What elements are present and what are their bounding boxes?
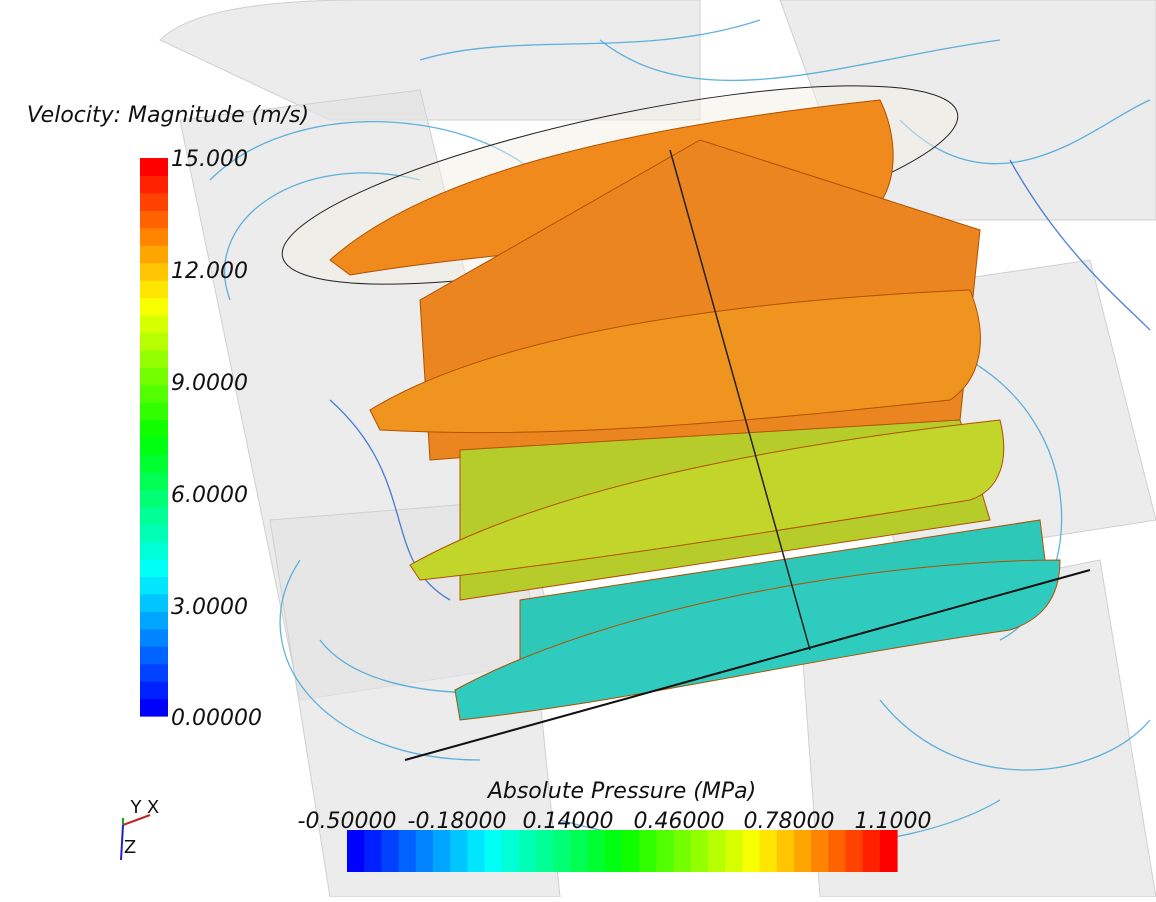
streamlines bbox=[209, 19, 1151, 849]
color-band bbox=[862, 830, 881, 872]
color-band bbox=[811, 830, 829, 872]
color-band bbox=[140, 175, 168, 194]
color-band bbox=[347, 830, 365, 872]
color-band bbox=[140, 611, 168, 630]
x-axis-arrow bbox=[122, 814, 151, 826]
color-band bbox=[879, 830, 898, 872]
color-band bbox=[364, 830, 382, 872]
color-band bbox=[622, 830, 640, 872]
pressure-tick-label: -0.50000 bbox=[298, 809, 397, 834]
color-band bbox=[140, 541, 168, 560]
base-line bbox=[404, 569, 1091, 761]
color-band bbox=[140, 314, 168, 333]
pressure-tick-label: 0.46000 bbox=[634, 809, 725, 834]
pressure-tick-label: 1.1000 bbox=[855, 809, 932, 834]
axis-label: Z bbox=[124, 837, 136, 858]
color-band bbox=[381, 830, 400, 872]
color-band bbox=[140, 524, 168, 543]
pressure-tick-label: 0.14000 bbox=[523, 809, 614, 834]
velocity-tick-label: 9.0000 bbox=[171, 371, 248, 396]
color-band bbox=[140, 419, 168, 438]
color-band bbox=[140, 437, 168, 456]
velocity-tick-label: 3.0000 bbox=[171, 595, 248, 620]
velocity-tick-label: 6.0000 bbox=[171, 483, 248, 508]
pressure-colorbar bbox=[347, 830, 898, 872]
velocity-tick-label: 0.00000 bbox=[171, 706, 262, 731]
color-band bbox=[140, 506, 168, 525]
color-band bbox=[140, 489, 168, 508]
color-band bbox=[501, 830, 520, 872]
color-band bbox=[140, 245, 168, 264]
color-band bbox=[140, 192, 168, 211]
color-band bbox=[140, 698, 168, 717]
color-band bbox=[140, 471, 168, 490]
color-band bbox=[140, 262, 168, 281]
color-band bbox=[140, 454, 168, 473]
color-band bbox=[742, 830, 761, 872]
color-band bbox=[140, 332, 168, 351]
color-band bbox=[140, 158, 168, 177]
color-band bbox=[536, 830, 554, 872]
color-band bbox=[553, 830, 572, 872]
pressure-tick-label: 0.78000 bbox=[744, 809, 835, 834]
color-band bbox=[828, 830, 847, 872]
color-band bbox=[570, 830, 589, 872]
color-band bbox=[140, 210, 168, 229]
velocity-colorbar bbox=[140, 158, 168, 717]
color-band bbox=[467, 830, 486, 872]
axes-triad: Y X Z bbox=[120, 797, 159, 861]
color-band bbox=[140, 646, 168, 665]
color-band bbox=[673, 830, 692, 872]
color-band bbox=[140, 559, 168, 578]
color-band bbox=[707, 830, 726, 872]
color-band bbox=[759, 830, 778, 872]
color-band bbox=[140, 576, 168, 595]
pressure-tick-label: -0.18000 bbox=[408, 809, 507, 834]
color-band bbox=[432, 830, 451, 872]
velocity-tick-label: 15.000 bbox=[171, 147, 248, 172]
color-band bbox=[725, 830, 743, 872]
color-band bbox=[604, 830, 623, 872]
color-band bbox=[140, 663, 168, 682]
color-band bbox=[793, 830, 812, 872]
color-band bbox=[656, 830, 675, 872]
z-axis-arrow bbox=[120, 824, 124, 861]
color-band bbox=[140, 593, 168, 612]
color-band bbox=[140, 628, 168, 647]
color-band bbox=[140, 681, 168, 700]
rotor bbox=[329, 99, 1061, 721]
color-band bbox=[140, 384, 168, 403]
pressure-legend-title: Absolute Pressure (MPa) bbox=[486, 779, 756, 804]
color-band bbox=[450, 830, 468, 872]
color-band bbox=[518, 830, 537, 872]
color-band bbox=[587, 830, 606, 872]
color-band bbox=[140, 402, 168, 421]
velocity-legend-title: Velocity: Magnitude (m/s) bbox=[27, 103, 309, 128]
color-band bbox=[140, 227, 168, 246]
rotor-axis bbox=[669, 149, 811, 651]
color-band bbox=[140, 280, 168, 299]
color-band bbox=[776, 830, 795, 872]
color-band bbox=[140, 349, 168, 368]
axis-label: Y bbox=[130, 797, 143, 818]
color-band bbox=[484, 830, 503, 872]
color-band bbox=[415, 830, 434, 872]
color-band bbox=[398, 830, 417, 872]
color-band bbox=[140, 367, 168, 386]
color-band bbox=[639, 830, 657, 872]
axis-label: X bbox=[147, 797, 159, 818]
color-band bbox=[845, 830, 864, 872]
velocity-tick-label: 12.000 bbox=[171, 259, 248, 284]
color-band bbox=[690, 830, 709, 872]
color-band bbox=[140, 297, 168, 316]
